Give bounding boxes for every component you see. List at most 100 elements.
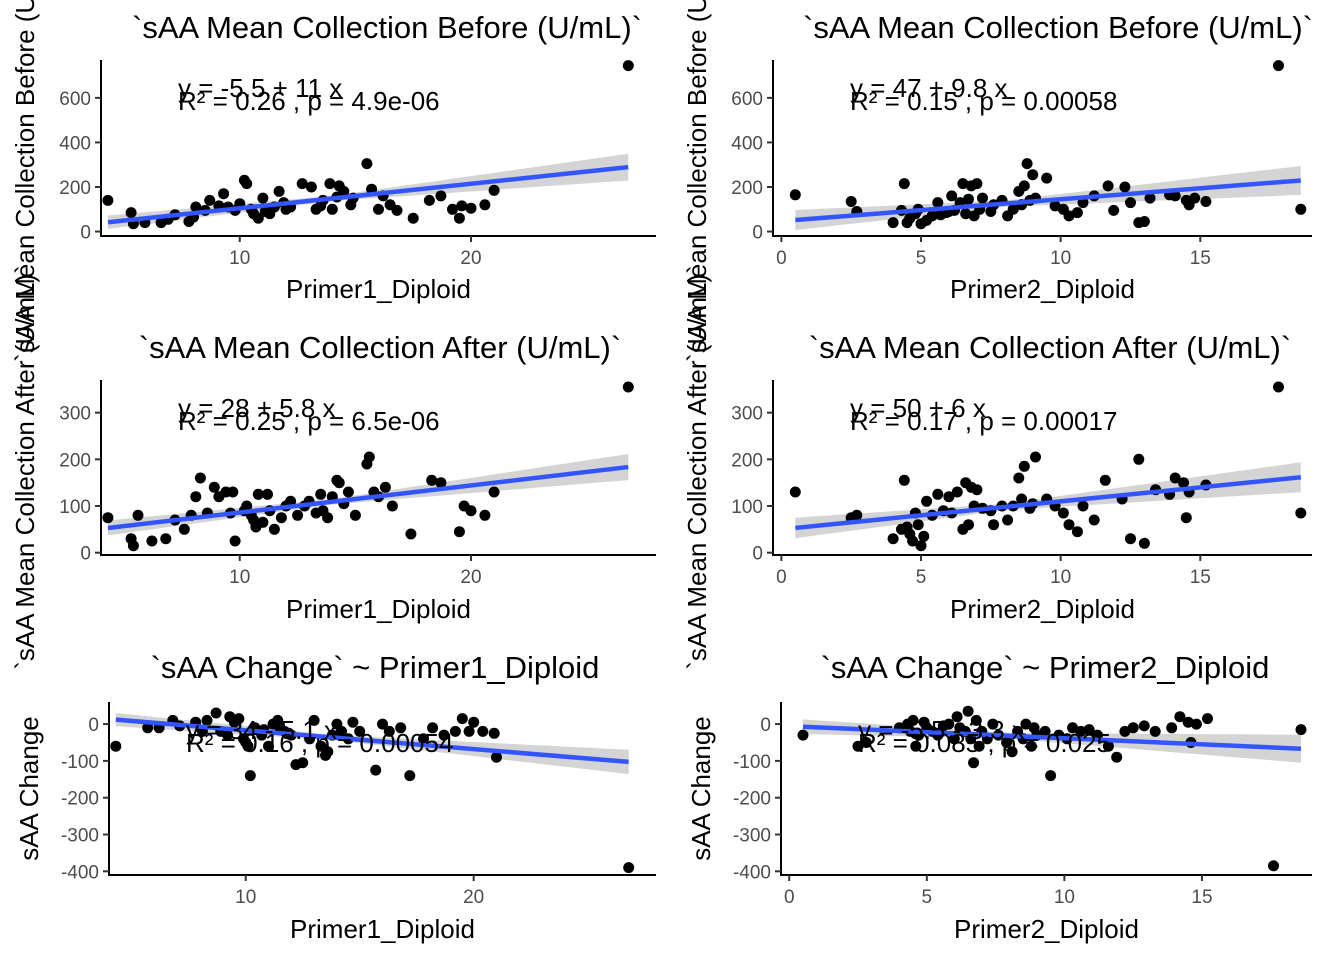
data-point bbox=[973, 740, 985, 752]
data-point bbox=[1027, 169, 1039, 181]
chart-panel-6: `sAA Change` ~ Primer2_Diploid 0 5 10 15 0 -10… bbox=[686, 650, 1312, 944]
r-squared-annotation: R² = 0.15 , p = 0.00058 bbox=[850, 86, 1117, 116]
y-tick-label: 200 bbox=[731, 178, 763, 199]
data-point bbox=[229, 535, 241, 547]
data-point bbox=[1071, 207, 1083, 219]
data-point bbox=[912, 519, 924, 531]
data-point bbox=[336, 725, 347, 737]
data-point bbox=[1149, 725, 1161, 737]
y-tick-label: 0 bbox=[760, 715, 771, 736]
data-point bbox=[190, 491, 202, 503]
x-tick-label: 0 bbox=[784, 887, 795, 908]
data-point bbox=[918, 530, 930, 542]
x-tick-label: 15 bbox=[1191, 887, 1212, 908]
data-point bbox=[907, 714, 919, 726]
data-point bbox=[146, 535, 158, 547]
data-point bbox=[968, 757, 980, 769]
data-point bbox=[361, 158, 373, 170]
y-tick-label: -400 bbox=[61, 862, 99, 883]
x-axis-label: Primer1_Diploid bbox=[290, 914, 475, 944]
data-point bbox=[456, 713, 468, 725]
regression-equation: y = 50 + 6 x bbox=[850, 393, 986, 423]
data-point bbox=[347, 716, 359, 728]
data-point bbox=[1169, 190, 1181, 202]
data-point bbox=[322, 746, 334, 758]
x-tick-label: 0 bbox=[776, 567, 787, 588]
regression-equation: y = 34 - 5.1 x bbox=[186, 715, 337, 745]
data-point bbox=[427, 722, 439, 734]
data-point bbox=[1039, 725, 1051, 737]
y-axis-label: `sAA Mean Collection Before (U/mL)` bbox=[682, 0, 712, 362]
data-point bbox=[342, 486, 354, 498]
data-point bbox=[1016, 493, 1028, 505]
data-point bbox=[1119, 181, 1131, 193]
data-point bbox=[1138, 216, 1150, 227]
chart-panel-2: `sAA Mean Collection Before (U/mL)` 0 5 10 1… bbox=[682, 0, 1313, 362]
regression-line bbox=[795, 178, 1302, 223]
y-tick-label: -200 bbox=[61, 789, 99, 810]
data-point bbox=[233, 713, 245, 725]
regression-equation: y = -5.5 - 3.3 x bbox=[858, 715, 1025, 745]
y-tick-label: 200 bbox=[731, 450, 763, 471]
data-point bbox=[1273, 381, 1284, 393]
data-point bbox=[1088, 514, 1100, 526]
data-point bbox=[102, 194, 114, 206]
data-point bbox=[453, 212, 465, 224]
data-point bbox=[1018, 180, 1030, 192]
regression-equation: y = 28 + 5.8 x bbox=[178, 393, 336, 423]
data-point bbox=[1138, 720, 1150, 732]
data-point bbox=[370, 764, 382, 776]
data-point bbox=[305, 181, 317, 193]
data-point bbox=[453, 526, 465, 538]
data-point bbox=[898, 178, 910, 190]
data-point bbox=[1013, 472, 1025, 484]
data-point bbox=[1295, 724, 1307, 736]
x-tick-label: 15 bbox=[1190, 567, 1211, 588]
x-axis-label: Primer2_Diploid bbox=[954, 914, 1139, 944]
x-axis-label: Primer2_Diploid bbox=[950, 594, 1135, 624]
data-point bbox=[1108, 204, 1120, 216]
data-point bbox=[921, 495, 933, 507]
data-point bbox=[1041, 172, 1053, 184]
data-point bbox=[1021, 158, 1033, 170]
data-point bbox=[1144, 192, 1156, 204]
data-point bbox=[465, 505, 477, 517]
regression-equation: y = 47 + 9.8 x bbox=[850, 73, 1008, 103]
data-point bbox=[395, 722, 407, 734]
data-point bbox=[1006, 746, 1018, 758]
data-point bbox=[845, 196, 857, 207]
data-point bbox=[1071, 526, 1083, 538]
data-point bbox=[623, 862, 635, 874]
data-point bbox=[951, 486, 963, 498]
data-point bbox=[322, 512, 334, 524]
x-tick-label: 10 bbox=[1050, 567, 1071, 588]
data-point bbox=[391, 204, 403, 216]
data-point bbox=[194, 472, 206, 484]
data-point bbox=[948, 733, 960, 745]
data-point bbox=[1169, 472, 1181, 484]
data-point bbox=[926, 210, 938, 222]
data-point bbox=[386, 500, 398, 512]
data-point bbox=[273, 185, 285, 197]
data-point bbox=[1174, 711, 1186, 723]
data-point bbox=[951, 711, 963, 723]
data-point bbox=[1001, 737, 1013, 748]
y-tick-label: 300 bbox=[59, 404, 91, 425]
y-tick-label: -100 bbox=[733, 752, 771, 773]
data-point bbox=[860, 737, 872, 748]
data-point bbox=[1125, 197, 1136, 209]
y-tick-label: -100 bbox=[61, 752, 99, 773]
y-axis-label: `sAA Mean Collection Before (U/mL)` bbox=[10, 0, 40, 362]
x-axis-label: Primer1_Diploid bbox=[286, 274, 471, 304]
data-point bbox=[407, 212, 419, 224]
chart-title: `sAA Change` ~ Primer1_Diploid bbox=[151, 650, 600, 685]
r-squared-annotation: R² = 0.25 , p = 6.5e-06 bbox=[178, 406, 440, 436]
data-point bbox=[1133, 453, 1145, 465]
data-point bbox=[262, 488, 273, 500]
data-point bbox=[268, 523, 280, 535]
data-point bbox=[208, 481, 220, 493]
data-point bbox=[242, 740, 254, 752]
y-tick-label: 600 bbox=[59, 89, 91, 110]
regression-line bbox=[795, 475, 1302, 531]
